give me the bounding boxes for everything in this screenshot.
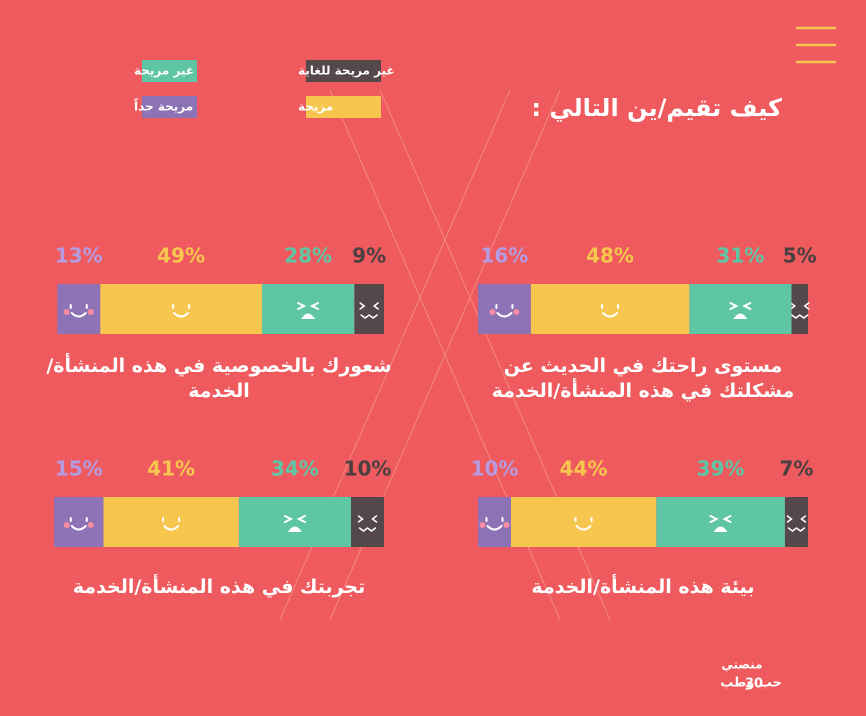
face-icon [63,304,94,318]
face-part [729,302,752,310]
value-label: 13% [55,244,103,268]
value-label: 10% [471,457,519,481]
face-icon [359,302,379,319]
face-part [495,304,514,318]
bar-segment [511,497,657,547]
face-part [357,515,378,532]
legend-swatch [306,60,381,82]
face-icon [172,304,191,318]
value-label: 39% [697,457,745,481]
value-label: 31% [716,244,764,268]
category-label: بيئة هذه المنشأة/الخدمة [531,576,755,598]
bar-segment [100,284,262,334]
face-part [301,313,316,319]
value-label: 48% [586,244,634,268]
legend-swatch [306,96,381,118]
face-part [709,515,732,523]
value-label: 15% [55,457,103,481]
legend-swatch [142,96,197,118]
face-icon [162,517,181,531]
face-part [359,302,379,319]
face-part [87,522,94,528]
category-label: شعورك بالخصوصية في هذه المنشأة/الخدمة [46,355,392,402]
face-part [790,302,810,319]
menu-icon[interactable] [796,26,836,64]
legend-swatch [142,60,197,82]
face-icon [790,302,810,319]
face-icon [479,517,510,531]
legend-label: مريحة جداً [134,98,193,114]
value-label: 41% [147,457,195,481]
legend-label: غير مريحة للغاية [298,64,395,78]
face-icon [574,517,593,531]
bar-segment [784,497,808,547]
face-icon [786,515,807,532]
face-part [574,517,593,531]
face-icon [489,304,520,318]
face-icon [601,304,619,318]
face-icon [709,515,732,532]
logo-text: 30 [745,677,763,692]
bar-segment [656,497,785,547]
face-part [162,517,181,531]
bar-segment [238,497,351,547]
face-part [503,522,510,528]
face-part [69,304,88,318]
value-label: 34% [271,457,319,481]
legend-label: غير مريحة [134,64,194,78]
face-icon [357,515,378,532]
logo-text: حب وطب [720,676,782,691]
bar-segment [54,497,104,547]
bar-segment [351,497,384,547]
face-part [713,526,728,532]
face-part [485,517,504,531]
face-part [786,515,807,532]
face-part [69,517,88,531]
face-part [287,526,302,532]
legend-label: مريحة [298,100,333,114]
bar-segment [791,284,808,334]
face-part [63,522,70,528]
face-part [87,309,94,315]
face-icon [297,302,320,319]
bar-segment [103,497,239,547]
face-part [63,309,70,315]
bar-segment [478,284,531,334]
bar-segment [689,284,792,334]
value-label: 16% [480,244,528,268]
face-part [489,309,496,315]
face-part [479,522,486,528]
category-label: تجربتك في هذه المنشأة/الخدمة [72,576,366,598]
bar-segment [261,284,355,334]
value-label: 9% [352,244,386,268]
bar-segment [530,284,690,334]
value-label: 5% [783,244,817,268]
value-label: 44% [560,457,608,481]
category-label: مستوى راحتك في الحديث عن مشكلتك في هذه ا… [491,355,795,402]
face-part [297,302,320,310]
face-icon [283,515,306,532]
face-icon [63,517,94,531]
value-label: 7% [779,457,813,481]
bar-segment [57,284,101,334]
face-part [283,515,306,523]
face-part [513,309,520,315]
bar-segment [354,284,384,334]
value-label: 49% [157,244,205,268]
face-part [733,313,748,319]
value-label: 10% [344,457,392,481]
title: كيف تقيم/ين التالي : [531,94,782,122]
face-part [601,304,619,318]
value-label: 28% [284,244,332,268]
logo-text: منصتي [721,658,762,672]
bar-segment [478,497,511,547]
face-part [172,304,191,318]
face-icon [729,302,752,319]
